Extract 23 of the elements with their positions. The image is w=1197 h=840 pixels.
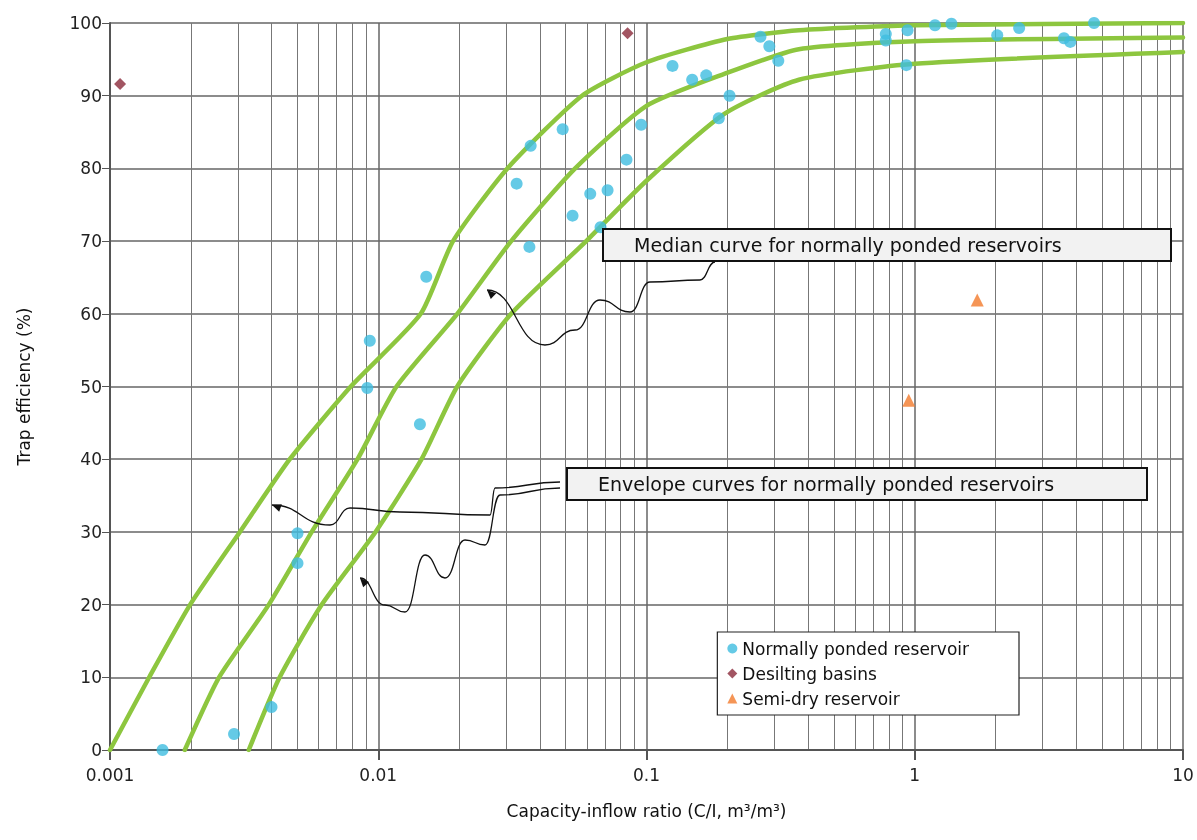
- legend-label: Desilting basins: [742, 663, 878, 684]
- y-tick-label: 100: [69, 13, 102, 33]
- y-tick-label: 50: [80, 376, 102, 397]
- y-tick-label: 70: [80, 231, 102, 252]
- x-tick-label: 0.001: [85, 764, 135, 785]
- y-tick-label: 90: [80, 85, 102, 106]
- y-tick-label: 40: [80, 449, 102, 470]
- y-tick-label: 30: [80, 521, 102, 542]
- annotation: Median curve for normally ponded reservoirs: [634, 233, 1062, 258]
- x-tick-label: 1: [909, 764, 921, 785]
- y-tick-label: 80: [80, 158, 102, 179]
- x-tick-label: 0.1: [632, 764, 661, 785]
- x-tick-label: 10: [1172, 764, 1194, 785]
- x-axis-title: Capacity-inflow ratio (C/I, m³/m³): [506, 800, 787, 821]
- y-tick-label: 60: [80, 303, 102, 324]
- x-tick-label: 0.01: [359, 764, 398, 785]
- annotation: Envelope curves for normally ponded reservoirs: [598, 472, 1055, 497]
- y-tick-label: 20: [80, 594, 102, 615]
- legend-label: Semi-dry reservoir: [742, 688, 900, 709]
- y-tick-label: 10: [80, 667, 102, 688]
- legend-label: Normally ponded reservoir: [742, 638, 970, 659]
- y-axis-title: Trap efficiency (%): [13, 307, 34, 467]
- y-tick-label: 0: [91, 740, 102, 760]
